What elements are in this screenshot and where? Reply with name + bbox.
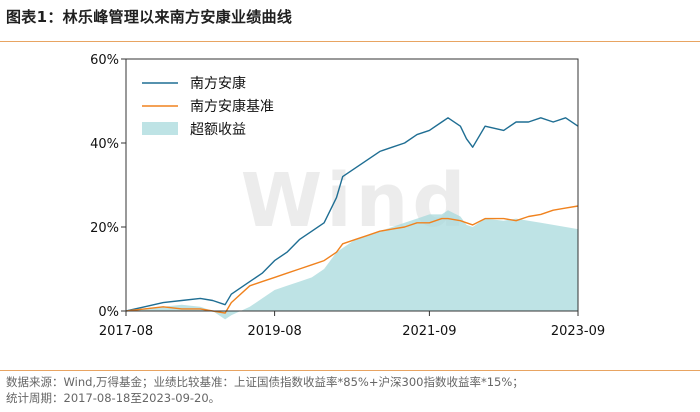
y-tick-label: 40% xyxy=(90,137,119,152)
x-tick-label: 2019-08 xyxy=(247,324,301,339)
x-tick-label: 2021-09 xyxy=(402,324,456,339)
legend-swatch-excess xyxy=(142,122,178,135)
y-tick-label: 20% xyxy=(90,221,119,236)
benchmark-line xyxy=(125,205,579,314)
legend-label: 南方安康基准 xyxy=(190,98,274,115)
legend-label: 南方安康 xyxy=(190,75,246,92)
excess-return-chart: Wind 0%20%40%60%2017-08 2019-08 2021-09 202… xyxy=(90,53,605,339)
y-tick-label: 0% xyxy=(98,305,119,320)
plot-frame xyxy=(125,58,579,312)
x-tick-label: 2017-08 xyxy=(99,324,153,339)
y-tick-label: 60% xyxy=(90,53,119,68)
figure-title: 图表1：林乐峰管理以来南方安康业绩曲线 xyxy=(6,8,293,26)
x-tick-label: 2023-09 xyxy=(551,324,605,339)
source-text: 数据来源：Wind,万得基金；业绩比较基准：上证国债指数收益率*85%+沪深30… xyxy=(6,375,524,389)
excess-return-area xyxy=(126,210,578,320)
source-note: 数据来源：Wind,万得基金；业绩比较基准：上证国债指数收益率*85%+沪深30… xyxy=(6,374,524,406)
legend-label: 超额收益 xyxy=(190,122,246,138)
title-divider xyxy=(0,41,700,42)
period-text: 统计周期：2017-08-18至2023-09-20。 xyxy=(6,391,221,405)
fund-line xyxy=(125,117,579,312)
footer-divider xyxy=(0,370,700,371)
